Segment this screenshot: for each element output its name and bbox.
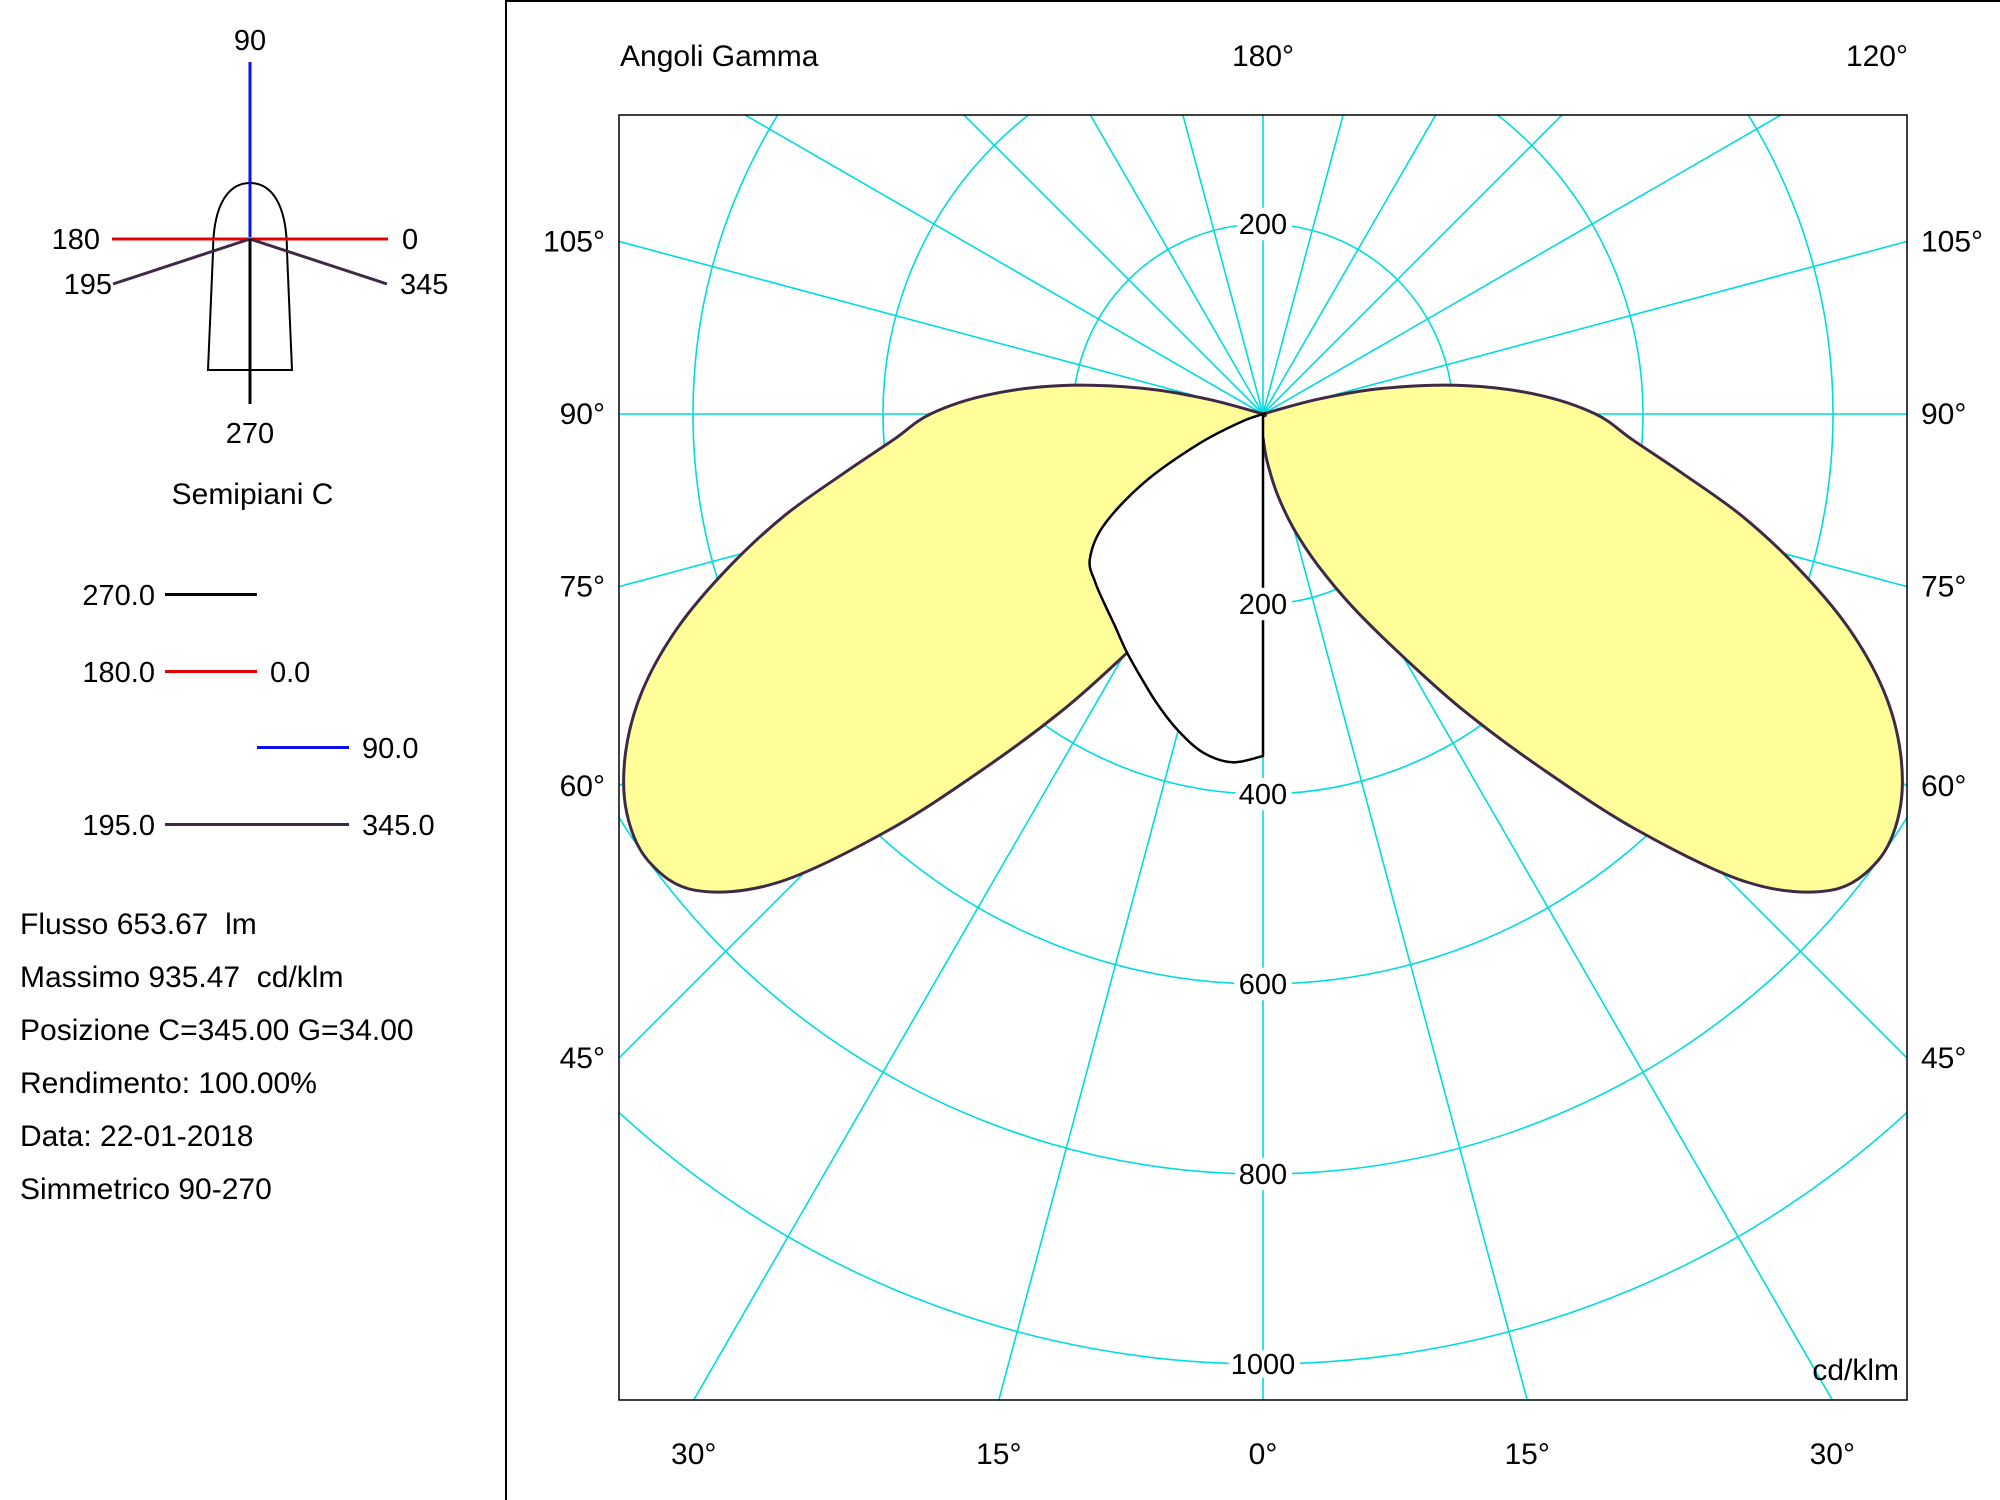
gamma-angle-label: 90° [560,398,605,431]
polar-chart-panel: 200 200 400 600 800 1000 105° 105° 90° 90° 75° 75° 6… [505,0,2000,1500]
legend-line-195-345 [165,823,349,826]
gamma-angle-label: 45° [1921,1042,1966,1075]
gamma-angle-label: 45° [560,1042,605,1075]
axis-line-345 [249,237,388,286]
legend-line-90 [257,746,349,749]
axis-label-90: 90 [234,25,266,57]
info-posizione: Posizione C=345.00 G=34.00 [20,1014,414,1047]
info-simmetrico: Simmetrico 90-270 [20,1173,272,1206]
semipiani-diagram: 90 180 0 195 345 270 [52,25,449,450]
axis-label-345: 345 [400,269,448,301]
grid-circle [619,815,1907,1175]
photometric-info: Flusso 653.67 lm Massimo 935.47 cd/klm P… [20,898,414,1216]
info-data: Data: 22-01-2018 [20,1120,254,1153]
gamma-angle-label: 15° [1505,1438,1550,1471]
grid-circle [619,1110,1907,1365]
legend-line-270 [165,593,257,596]
grid-radial-line [962,115,1264,415]
radial-tick-label: 200 [1239,589,1287,621]
left-panel: 90 180 0 195 345 270 Semipiani C 270.0 1… [0,0,505,1500]
axis-label-180: 180 [52,224,100,256]
gamma-angle-label: 105° [1921,225,1983,258]
gamma-angle-label: 0° [1249,1438,1278,1471]
plot-border [618,114,1908,1401]
legend-label: 270.0 [82,580,155,612]
gamma-angle-label: 60° [560,770,605,803]
axis-label-270: 270 [226,418,274,450]
gamma-angle-label: 105° [543,225,605,258]
radial-tick-label: 800 [1239,1159,1287,1191]
radial-tick-label: 600 [1239,969,1287,1001]
legend-row-90: 90.0 [0,733,505,765]
legend-row-180-0: 180.0 0.0 [0,657,505,689]
legend-label: 345.0 [362,810,435,842]
grid-radial-line [1262,240,1907,415]
radial-tick-label: 1000 [1231,1349,1296,1381]
info-flusso: Flusso 653.67 lm [20,908,257,941]
gamma-angle-label: 75° [1921,571,1966,604]
polar-chart-svg: 200 200 400 600 800 1000 105° 105° 90° 90° 75° 75° 6… [543,114,1983,1471]
legend-label: 180.0 [82,657,155,689]
gamma-angle-label: 30° [1810,1438,1855,1471]
grid-radial-line [1262,115,1564,415]
curve-c270 [1088,412,1266,764]
grid-radial-line [1262,115,1783,415]
grid-radial-line [1262,115,1344,415]
grid-radial-line [619,240,1264,415]
grid-radial-line [1262,115,1437,415]
legend-row-195-345: 195.0 345.0 [0,810,505,842]
gamma-angle-label: 60° [1921,770,1966,803]
grid-circle [692,115,1834,985]
gamma-angle-label: 75° [560,571,605,604]
gamma-angle-label: 90° [1921,398,1966,431]
grid-circle [882,115,1644,795]
axis-label-0: 0 [402,224,418,256]
legend-line-180-0 [165,670,257,673]
photometric-curves [622,383,1904,894]
grid-radial-line [743,115,1264,415]
radial-tick-label: 200 [1239,209,1287,241]
grid-radial-line [1262,413,1529,1400]
axis-label-195: 195 [64,269,112,301]
grid-radial-line [1182,115,1264,415]
legend-label: 90.0 [362,733,419,765]
grid-radial-line [1089,115,1264,415]
gamma-angle-label: 30° [671,1438,716,1471]
axis-line-195 [112,237,251,286]
radial-tick-label: 400 [1239,779,1287,811]
info-rendimento: Rendimento: 100.00% [20,1067,317,1100]
gamma-angle-label: 15° [976,1438,1021,1471]
semipiani-title: Semipiani C [171,478,334,511]
info-massimo: Massimo 935.47 cd/klm [20,961,344,994]
legend-label: 0.0 [270,657,311,689]
legend-row-270: 270.0 [0,580,505,612]
legend-label: 195.0 [82,810,155,842]
